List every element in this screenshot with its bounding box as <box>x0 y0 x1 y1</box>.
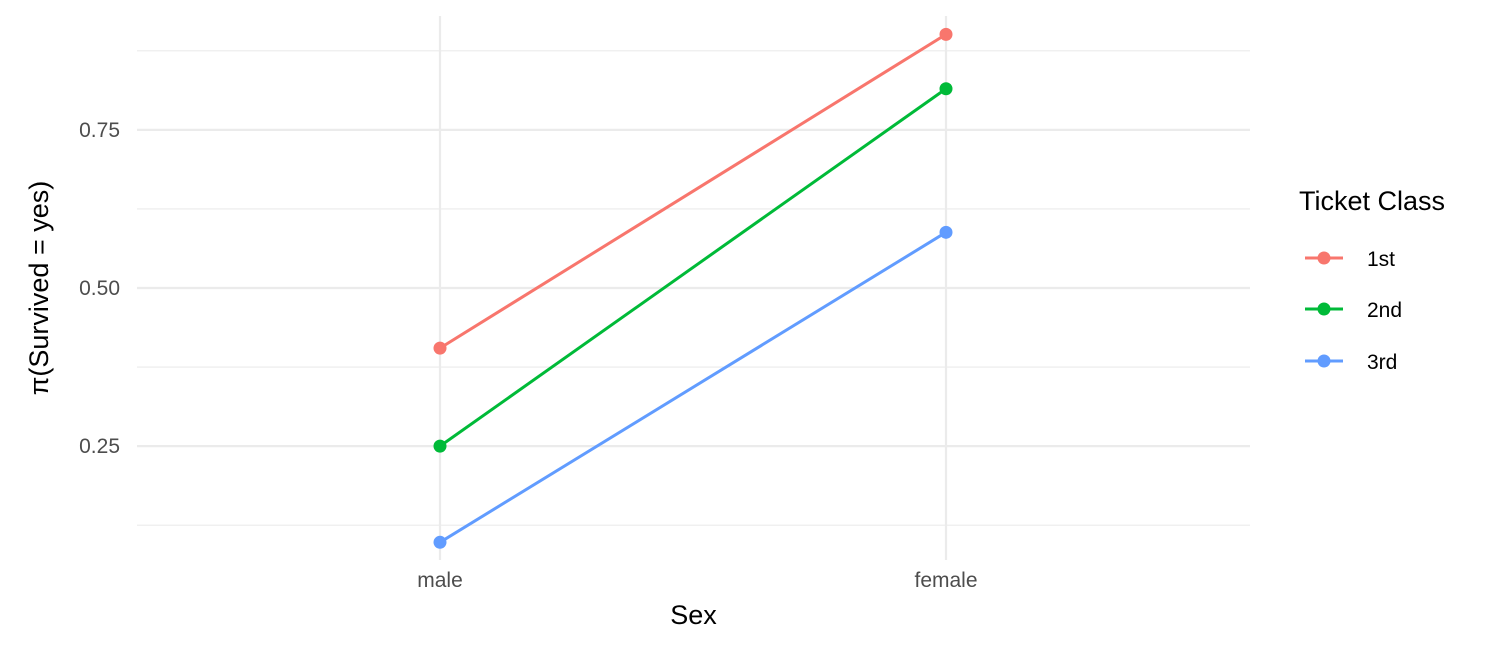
x-axis-title: Sex <box>670 600 717 630</box>
legend-key-point <box>1317 354 1331 368</box>
series-line <box>439 231 947 544</box>
legend-key <box>1305 302 1343 316</box>
plot-grid <box>137 16 1250 560</box>
legend-key-point <box>1317 302 1331 316</box>
legend-key-point <box>1317 251 1331 265</box>
data-point <box>433 439 447 453</box>
x-tick-label: male <box>417 569 463 592</box>
x-axis-ticks: male female <box>417 569 977 592</box>
legend-label: 2nd <box>1367 299 1402 322</box>
y-tick-label: 0.50 <box>79 277 120 300</box>
data-point <box>939 225 953 239</box>
data-point <box>939 27 953 41</box>
data-point <box>939 82 953 96</box>
y-tick-label: 0.75 <box>79 119 120 142</box>
y-axis-ticks: 0.25 0.50 0.75 <box>79 119 120 458</box>
series-2nd <box>433 82 953 453</box>
y-axis-title: π(Survived = yes) <box>24 181 54 395</box>
legend: Ticket Class 1st 2nd 3rd <box>1299 186 1445 374</box>
legend-label: 3rd <box>1367 351 1397 374</box>
legend-key <box>1305 354 1343 368</box>
legend-title: Ticket Class <box>1299 186 1445 216</box>
y-tick-label: 0.25 <box>79 435 120 458</box>
series-1st <box>433 27 953 355</box>
data-point <box>433 341 447 355</box>
x-tick-label: female <box>914 569 977 592</box>
series-line <box>439 33 947 350</box>
legend-key <box>1305 251 1343 265</box>
data-point <box>433 535 447 549</box>
series-line <box>439 87 947 448</box>
series-3rd <box>433 225 953 549</box>
series-layer <box>433 27 953 549</box>
legend-label: 1st <box>1367 248 1395 271</box>
